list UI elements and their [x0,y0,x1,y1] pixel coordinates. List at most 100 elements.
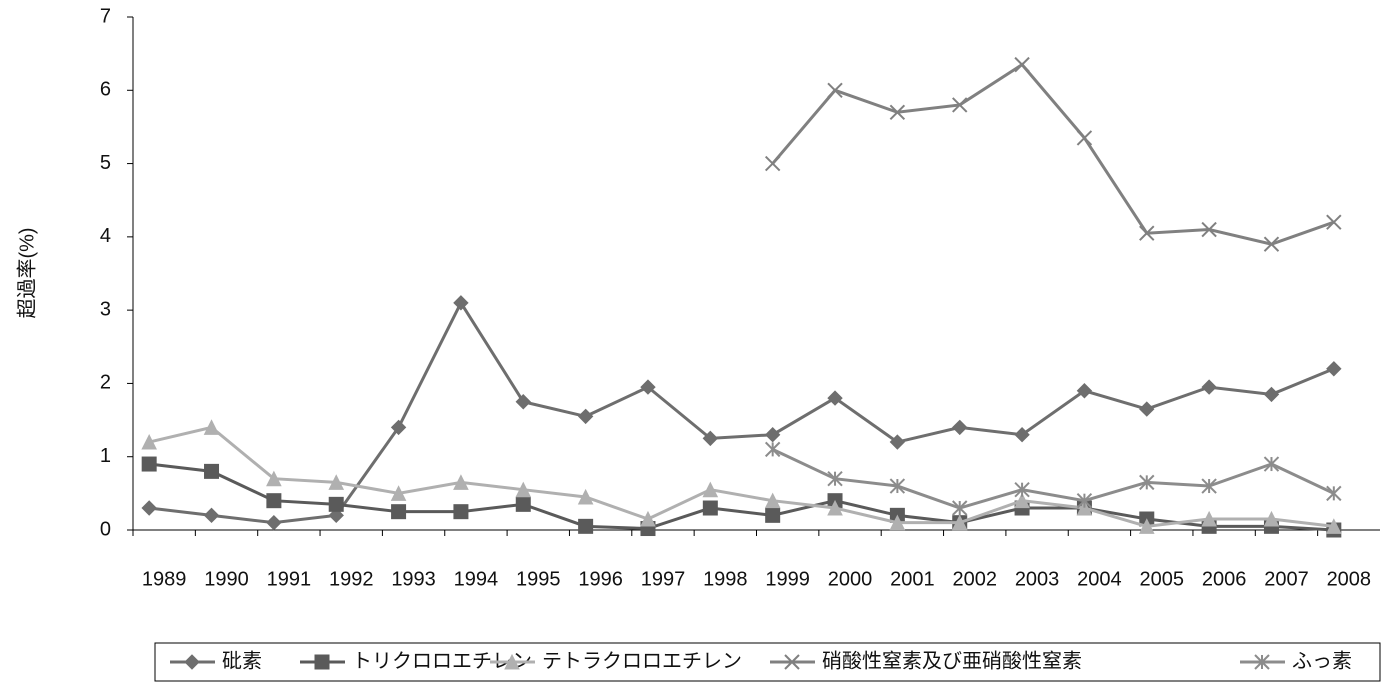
marker [577,408,594,425]
marker-stroke [764,155,781,172]
marker [204,463,220,479]
series-line [148,299,1335,525]
marker [1076,130,1093,146]
y-axis-title: 超過率(%) [15,227,38,318]
marker [328,496,344,512]
marker [1014,427,1030,443]
marker [702,481,719,498]
marker [889,514,906,531]
marker-stroke [1139,225,1155,241]
marker [702,500,718,516]
y-tick-label: 2 [100,372,111,394]
marker [328,474,345,490]
x-tick-label: 1992 [329,568,374,590]
marker [453,474,469,490]
marker [889,478,906,494]
marker [1326,214,1342,230]
marker [1263,456,1280,472]
marker [266,470,282,487]
marker [1076,499,1093,516]
marker [515,481,532,498]
marker [390,485,407,501]
marker [1014,481,1030,498]
marker [1326,485,1342,502]
marker [764,441,781,458]
x-tick-label: 2003 [1015,568,1060,590]
legend-label: 砒素 [222,649,262,672]
x-tick-label: 1996 [578,568,623,590]
y-tick-label: 6 [100,79,111,101]
marker [184,654,200,670]
marker [640,379,656,395]
x-tick-label: 1997 [641,568,686,590]
marker [141,433,157,450]
marker [314,654,330,670]
marker [1201,221,1217,238]
x-tick-label: 1995 [516,568,561,590]
marker [1076,492,1093,509]
marker [453,295,469,311]
x-tick-label: 2007 [1264,568,1309,590]
legend-label: ふっ素 [1292,649,1352,672]
y-tick-label: 0 [100,518,111,540]
x-tick-label: 1991 [267,568,312,590]
series-line [148,462,1334,532]
marker [889,434,906,450]
marker [390,419,407,436]
marker [1326,361,1342,377]
y-tick-label: 7 [100,5,111,27]
legend-label: トリクロロエチレン [352,649,532,672]
series-line [148,425,1334,528]
series-line [772,448,1335,510]
marker [391,504,407,520]
marker-stroke [1326,214,1342,230]
marker [266,514,282,531]
marker [1263,510,1280,527]
marker-stroke [827,82,843,98]
marker [952,500,968,516]
marker [1014,492,1030,509]
marker [203,507,220,524]
x-tick-label: 1999 [765,568,810,590]
marker [1263,386,1280,403]
marker [266,493,282,509]
x-tick-label: 1990 [204,568,249,590]
x-tick-label: 2008 [1327,568,1372,590]
marker [1014,56,1030,73]
legend-label: 硝酸性窒素及び亜硝酸性窒素 [822,649,1082,672]
marker [1139,474,1155,491]
marker [827,390,843,406]
marker [827,470,843,487]
marker [952,419,968,436]
marker [1201,510,1217,527]
marker [1139,225,1155,241]
marker-stroke [952,97,968,113]
x-tick-label: 1994 [454,568,499,590]
marker [827,499,843,516]
marker [141,456,157,472]
x-tick-label: 1998 [703,568,748,590]
marker [1326,518,1342,534]
marker-stroke [1014,56,1030,73]
marker [578,518,594,534]
marker [141,500,157,516]
x-tick-label: 2006 [1202,568,1247,590]
x-tick-label: 1993 [391,568,436,590]
x-tick-label: 2002 [952,568,997,590]
marker [504,653,520,670]
marker [1139,401,1155,417]
marker [764,427,781,443]
marker [765,507,781,523]
marker [453,504,469,520]
y-tick-label: 5 [100,152,111,174]
legend-label: テトラクロロエチレン [542,649,742,672]
marker [577,488,594,505]
marker [764,155,781,172]
marker [827,82,843,98]
marker [1254,654,1270,670]
marker [515,496,531,512]
marker [952,97,968,113]
marker-stroke [1076,130,1093,146]
marker [1263,236,1280,252]
